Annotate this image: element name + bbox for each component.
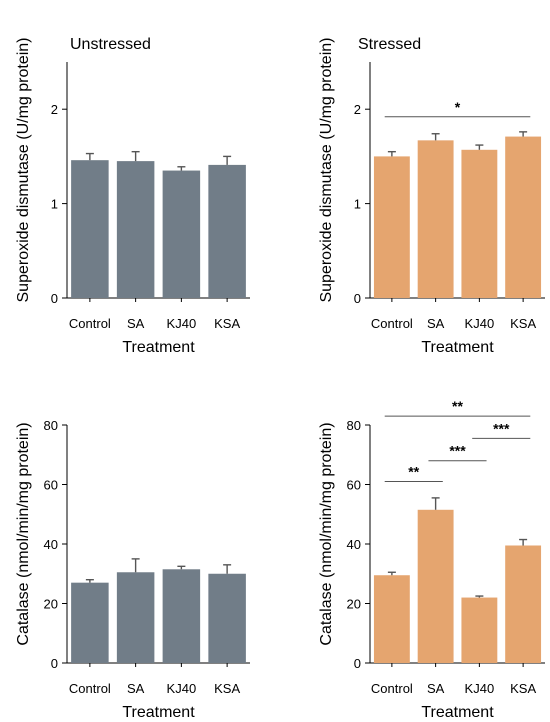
bar	[71, 160, 109, 298]
bar	[373, 156, 410, 298]
chart-panel-3: 0 20 40 60 80 Control SA KJ40 KSA Treatment Catala…	[15, 418, 250, 721]
chart-title: Stressed	[358, 36, 421, 53]
x-axis-label: Treatment	[122, 704, 195, 721]
bar	[505, 545, 542, 663]
bar	[417, 140, 454, 298]
x-tick-label: KSA	[214, 316, 240, 331]
significance-label: ***	[493, 420, 510, 436]
y-tick-label: 0	[51, 291, 58, 306]
x-tick-label: Control	[69, 316, 111, 331]
y-tick-label: 20	[44, 597, 58, 612]
y-tick-label: 40	[44, 537, 58, 552]
y-tick-label: 2	[354, 102, 361, 117]
x-tick-label: KSA	[510, 316, 536, 331]
chart-title: Unstressed	[70, 36, 151, 53]
bar	[461, 597, 498, 663]
x-tick-label: KSA	[214, 681, 240, 696]
x-tick-label: SA	[427, 316, 445, 331]
bar	[71, 582, 109, 663]
y-tick-label: 80	[44, 418, 58, 433]
x-axis-label: Treatment	[122, 339, 195, 356]
y-axis-label: Superoxide dismutase (U/mg protein)	[15, 37, 32, 302]
significance-label: **	[452, 398, 463, 414]
bar	[208, 164, 246, 298]
bar	[505, 136, 542, 298]
significance-label: **	[408, 464, 419, 480]
y-tick-label: 60	[347, 478, 361, 493]
x-tick-label: KJ40	[465, 681, 495, 696]
bar	[162, 569, 201, 663]
y-tick-label: 20	[347, 597, 361, 612]
chart-panel-2: 0 1 2 Control SA KJ40 KSA * Treatment Superoxide …	[318, 36, 545, 356]
x-tick-label: SA	[127, 681, 145, 696]
y-axis-label: Catalase (nmol/min/mg protein)	[15, 422, 32, 645]
bar	[116, 161, 155, 298]
x-tick-label: KSA	[510, 681, 536, 696]
y-axis-label: Catalase (nmol/min/mg protein)	[318, 422, 335, 645]
y-tick-label: 60	[44, 478, 58, 493]
y-tick-label: 0	[51, 656, 58, 671]
x-tick-label: Control	[371, 316, 413, 331]
chart-panel-1: 0 1 2 Control SA KJ40 KSA Treatment Superoxide d…	[15, 36, 250, 356]
y-tick-label: 40	[347, 537, 361, 552]
y-tick-label: 2	[51, 102, 58, 117]
x-tick-label: KJ40	[167, 681, 197, 696]
y-tick-label: 80	[347, 418, 361, 433]
y-tick-label: 1	[354, 197, 361, 212]
x-tick-label: SA	[127, 316, 145, 331]
x-tick-label: KJ40	[465, 316, 495, 331]
x-axis-label: Treatment	[421, 704, 494, 721]
bar	[116, 572, 155, 663]
bar	[208, 573, 246, 663]
x-tick-label: KJ40	[167, 316, 197, 331]
bar	[461, 149, 498, 298]
y-axis-label: Superoxide dismutase (U/mg protein)	[318, 37, 335, 302]
significance-label: *	[455, 99, 461, 115]
x-tick-label: SA	[427, 681, 445, 696]
y-tick-label: 0	[354, 656, 361, 671]
significance-label: ***	[449, 443, 466, 459]
x-tick-label: Control	[69, 681, 111, 696]
bar	[417, 509, 454, 663]
x-axis-label: Treatment	[421, 339, 494, 356]
y-tick-label: 1	[51, 197, 58, 212]
bar	[162, 170, 201, 298]
x-tick-label: Control	[371, 681, 413, 696]
y-tick-label: 0	[354, 291, 361, 306]
bar	[373, 575, 410, 663]
